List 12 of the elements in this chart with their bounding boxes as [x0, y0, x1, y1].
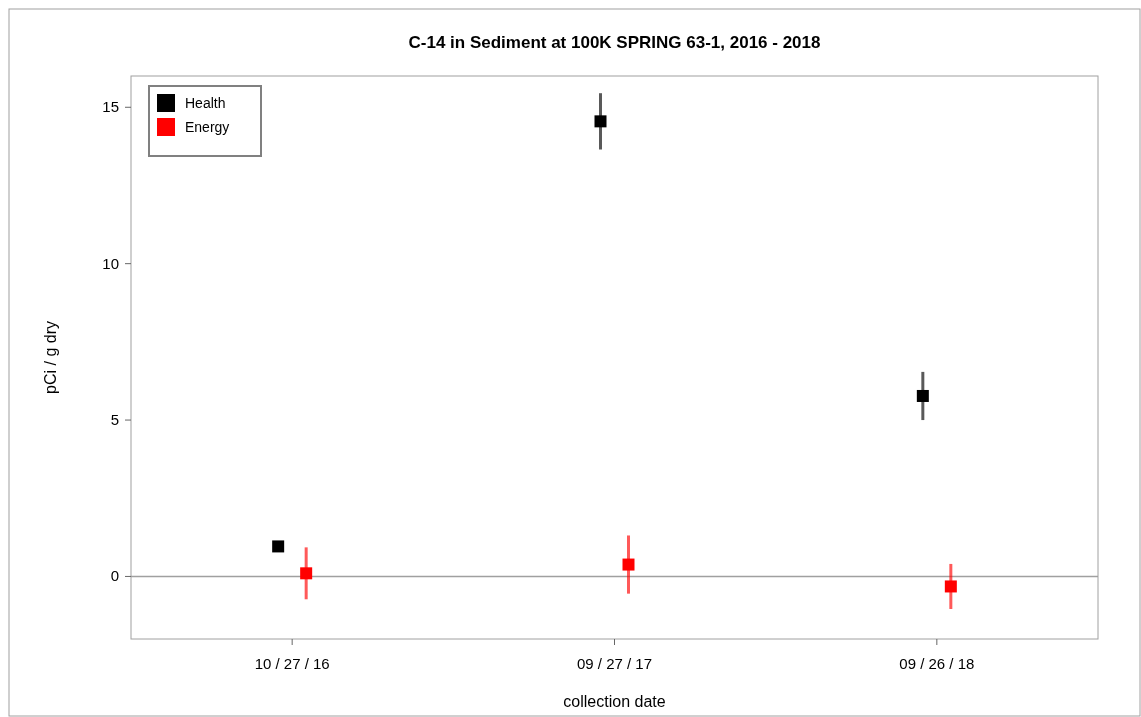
y-tick-label: 15 — [102, 98, 119, 116]
y-axis-title: pCi / g dry — [42, 321, 59, 394]
chart-title: C-14 in Sediment at 100K SPRING 63-1, 2016 - 2018 — [408, 33, 821, 52]
x-tick-label: 09 / 27 / 17 — [576, 655, 653, 672]
y-tick-label: 10 — [102, 254, 119, 272]
y-tick-label: 5 — [110, 411, 119, 429]
x-tick-label: 10 / 27 / 16 — [254, 655, 330, 672]
legend-label: Energy — [185, 119, 230, 135]
y-tick-label: 0 — [110, 567, 119, 585]
x-axis-title: collection date — [563, 693, 666, 710]
legend-label: Health — [185, 95, 226, 111]
x-tick-label: 09 / 26 / 18 — [899, 655, 975, 672]
